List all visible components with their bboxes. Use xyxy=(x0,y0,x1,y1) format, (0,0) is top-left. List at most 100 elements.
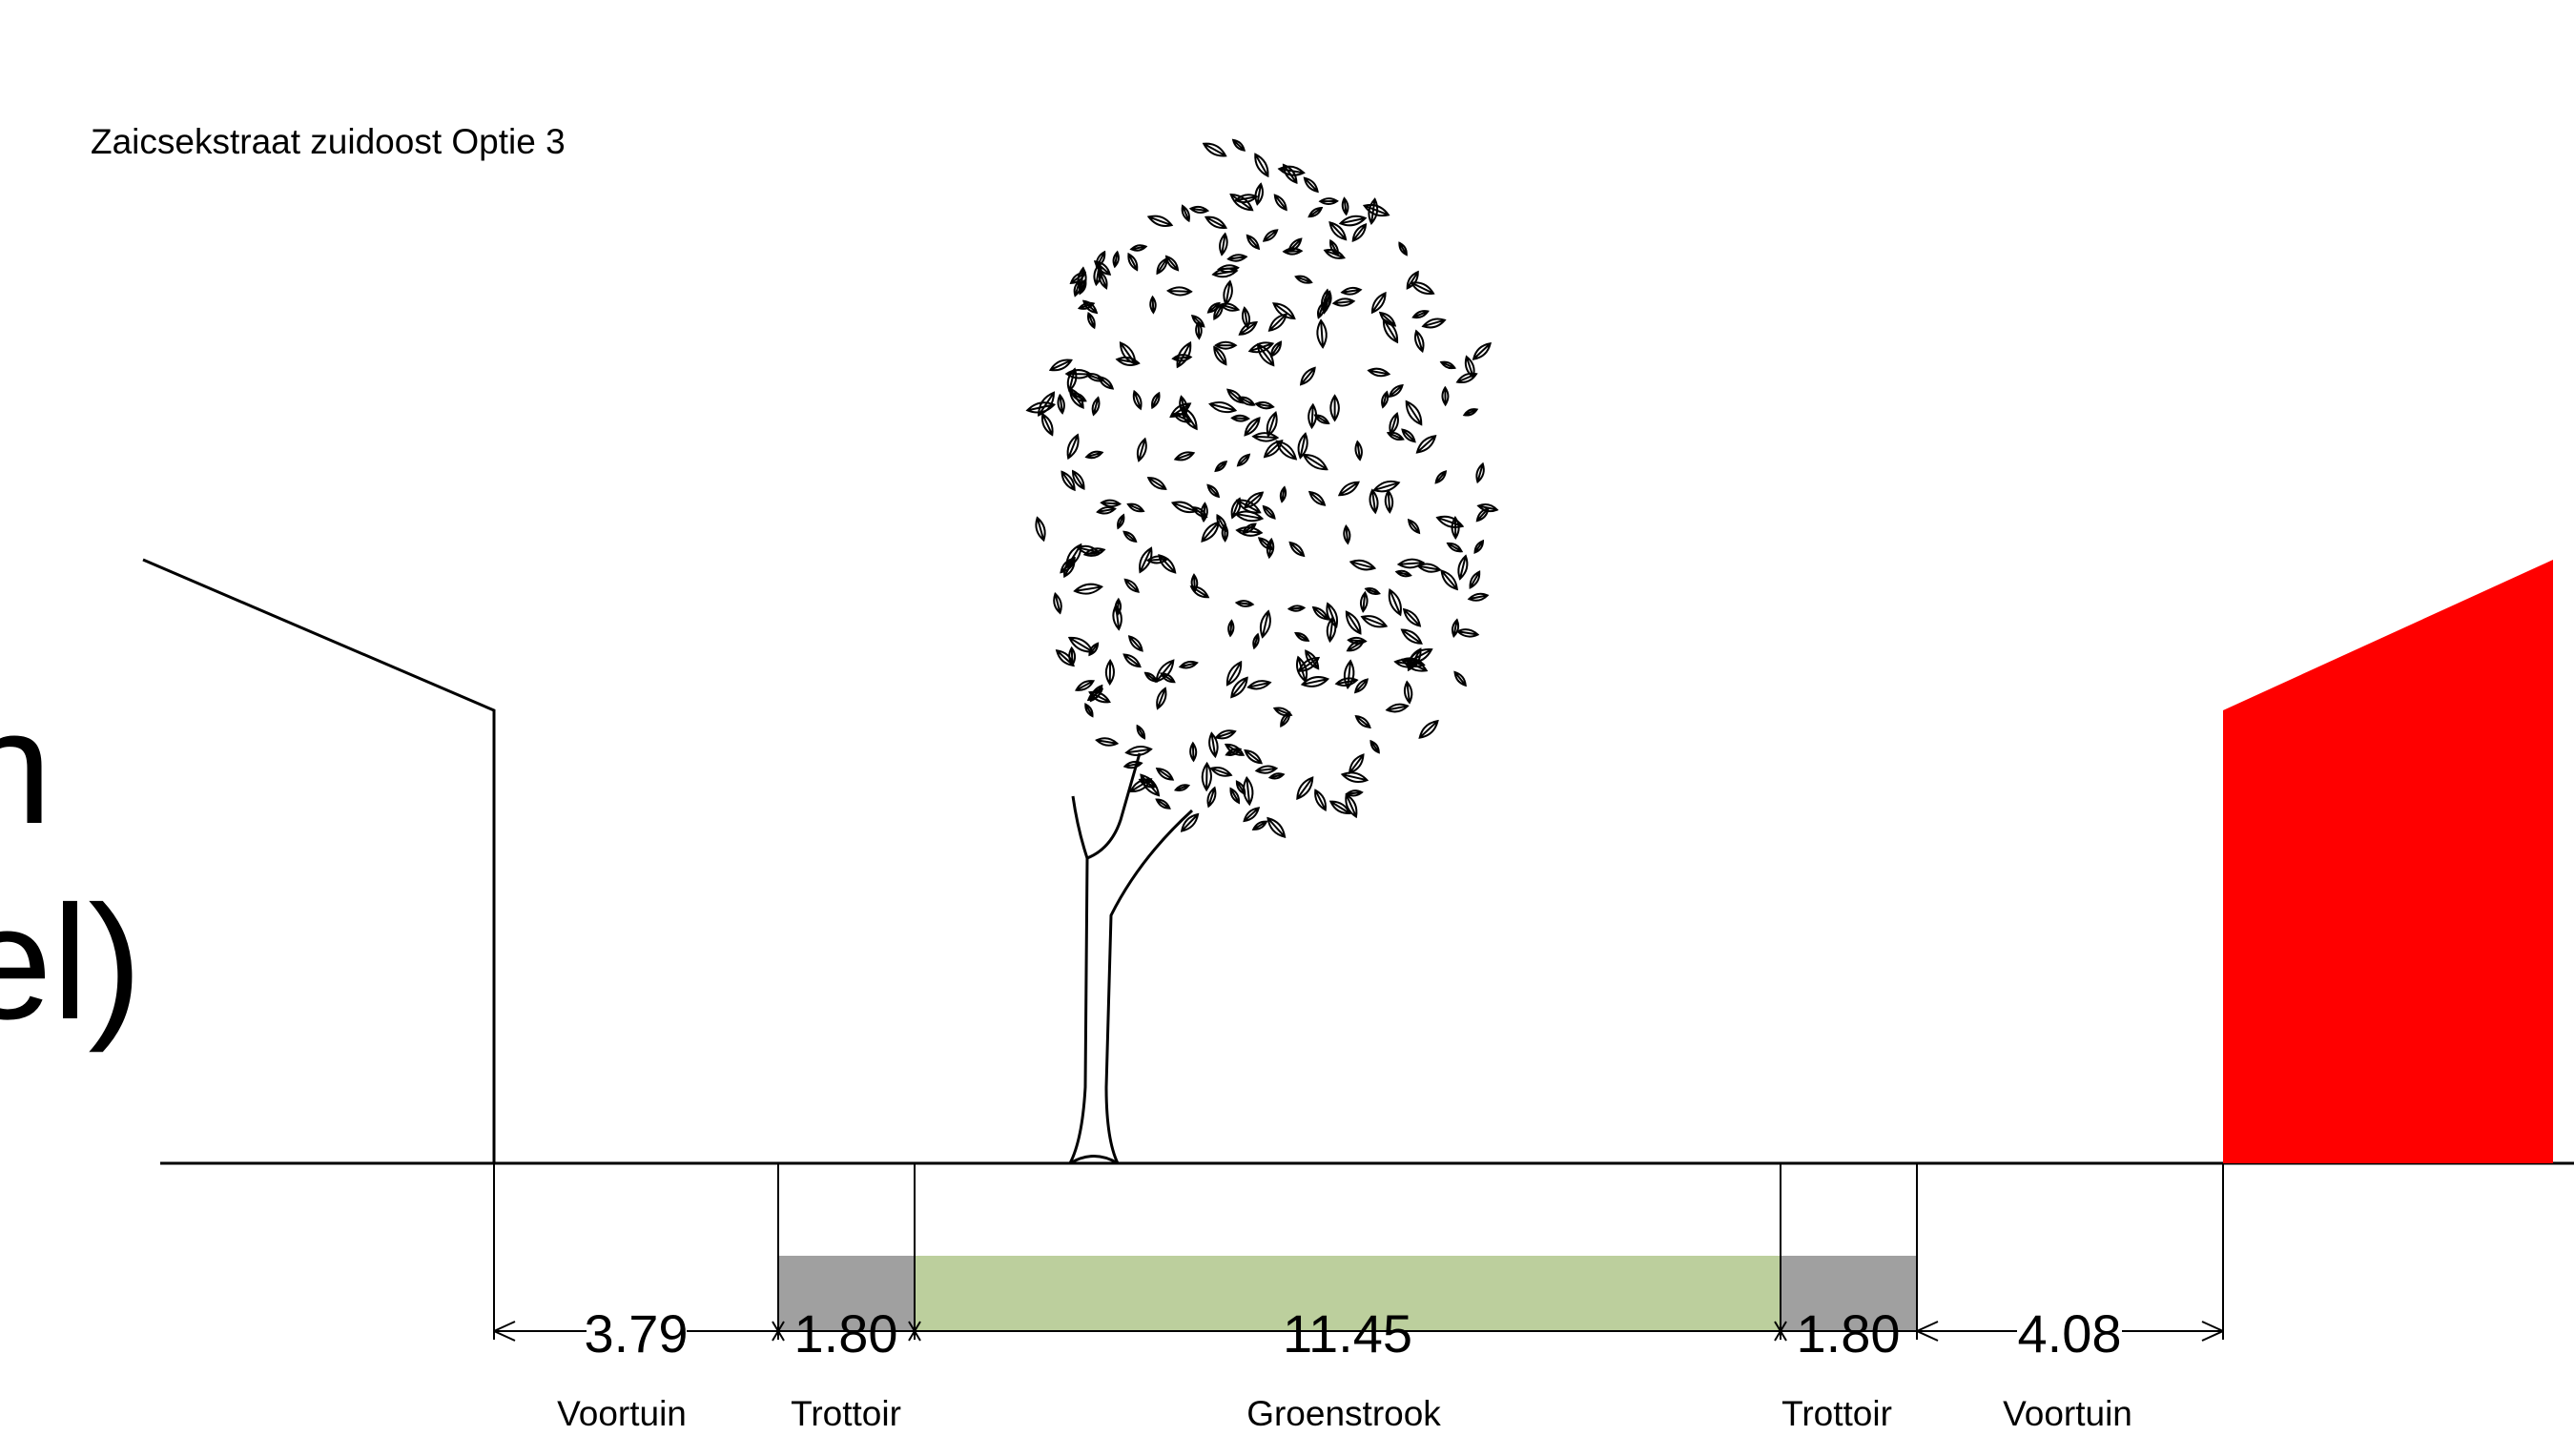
tree-leaf xyxy=(1188,205,1210,214)
tree-leaf xyxy=(1068,387,1084,409)
tree-leaf xyxy=(1243,775,1254,807)
tree-leaf xyxy=(1235,780,1246,796)
tree-leaf xyxy=(1235,526,1264,537)
dimension-ticks xyxy=(493,1321,2224,1342)
tree-leaf xyxy=(1254,765,1279,774)
tree-leaf xyxy=(1462,408,1479,417)
tree-leaf xyxy=(1340,286,1363,296)
dim-trottoir-right: 1.80 xyxy=(1797,1303,1901,1364)
tree-leaf xyxy=(1418,719,1439,739)
tree-leaf xyxy=(1114,597,1122,617)
tree-leaf xyxy=(1122,530,1138,543)
tree-leaf xyxy=(1129,244,1148,252)
trottoir-left-fill xyxy=(778,1256,915,1331)
tree-leaf xyxy=(1475,506,1490,523)
tree-leaf xyxy=(1441,385,1450,407)
tree-leaf xyxy=(1294,631,1310,642)
tree-leaf xyxy=(1389,411,1399,436)
tree-leaf xyxy=(1405,400,1423,426)
tree-leaf xyxy=(1455,628,1480,638)
tree-leaf xyxy=(1329,394,1340,422)
tree-leaf xyxy=(1201,761,1212,792)
tree-leaf xyxy=(1288,541,1306,558)
dimension-tick xyxy=(1916,1330,1939,1342)
dimension-tick xyxy=(1774,1321,1787,1342)
tree-leaf xyxy=(1208,731,1219,759)
tree-leaf xyxy=(1381,390,1390,409)
tree-leaf xyxy=(1341,196,1349,216)
tree-leaf xyxy=(1252,632,1260,650)
tree-leaf xyxy=(1263,439,1284,459)
tree-leaf xyxy=(1400,628,1423,645)
tree-leaf xyxy=(1334,677,1359,687)
tree-leaf xyxy=(1149,295,1157,315)
tree-leaf xyxy=(1354,714,1371,729)
tree-leaf xyxy=(1165,286,1193,297)
tree-leaf xyxy=(1098,270,1108,290)
tree-leaf xyxy=(1421,318,1447,329)
tree-leaf xyxy=(1132,389,1143,411)
tree-leaf xyxy=(1139,546,1153,574)
tree-leaf xyxy=(1369,739,1380,754)
tree-leaf xyxy=(1246,680,1272,690)
tree-leaf xyxy=(1221,523,1229,543)
tree-leaf xyxy=(1146,477,1167,490)
tree-leaf xyxy=(1104,658,1115,687)
tree-leaf xyxy=(1323,290,1332,312)
tree-leaf xyxy=(1075,680,1096,691)
tree-leaf xyxy=(1251,432,1280,442)
tree-leaf xyxy=(1308,490,1327,506)
tree-leaf xyxy=(1400,657,1426,667)
tree-leaf xyxy=(1225,660,1243,687)
tree-leaf xyxy=(1345,610,1362,635)
dim-groenstrook: 11.45 xyxy=(1283,1303,1412,1364)
tree-leaf xyxy=(1266,411,1278,438)
tree-leaf xyxy=(1279,485,1287,503)
tree-leaf xyxy=(1296,776,1314,801)
tree-leaf xyxy=(1403,680,1413,705)
tree-leaf xyxy=(1308,402,1318,430)
tree-leaf xyxy=(1267,772,1286,780)
label-voortuin-right: Voortuin xyxy=(2003,1394,2132,1433)
tree-leaf xyxy=(1077,266,1087,293)
tree-leaf xyxy=(1082,547,1106,557)
tree-leaf xyxy=(1464,355,1475,379)
tree-leaf xyxy=(1329,238,1339,257)
dim-voortuin-left: 3.79 xyxy=(585,1303,689,1364)
tree-leaf xyxy=(1156,687,1167,710)
tree-leaf xyxy=(1213,340,1238,350)
tree-leaf xyxy=(1146,215,1174,227)
tree-leaf xyxy=(1300,676,1330,687)
tree-leaf xyxy=(1211,267,1239,278)
tree-leaf xyxy=(1244,749,1264,765)
tree-leaf xyxy=(1181,405,1198,431)
tree-leaf xyxy=(1262,229,1279,242)
tree-leaf xyxy=(1346,640,1366,652)
dimension-tick xyxy=(1916,1321,1939,1332)
dim-bg xyxy=(587,1306,687,1356)
tree-leaf xyxy=(1343,659,1355,690)
tree-leaf xyxy=(1213,302,1224,320)
dim-voortuin-right: 4.08 xyxy=(2018,1303,2122,1364)
tree-leaf xyxy=(1181,204,1190,223)
tree-leaf xyxy=(1191,506,1208,519)
tree-leaf xyxy=(1171,354,1193,362)
tree-leaf xyxy=(1238,320,1258,336)
dimension-tick xyxy=(2201,1321,2224,1332)
dim-trottoir-left: 1.80 xyxy=(794,1303,898,1364)
tree-leaf xyxy=(1048,359,1073,372)
tree-leaf xyxy=(1398,241,1408,256)
tree-leaf xyxy=(1206,786,1217,809)
tree-leaf xyxy=(1316,318,1328,349)
tree-leaf xyxy=(1122,653,1142,668)
tree-leaf xyxy=(1401,428,1416,443)
tree-leaf xyxy=(1396,558,1426,569)
tree-leaf xyxy=(1382,318,1399,344)
tree-leaf xyxy=(1213,345,1227,366)
tree-leaf xyxy=(1072,469,1085,491)
tree-leaf xyxy=(1415,435,1437,454)
tree-leaf xyxy=(1303,176,1319,194)
tree-leaf xyxy=(1084,450,1104,460)
tree-leaf xyxy=(1294,275,1313,284)
